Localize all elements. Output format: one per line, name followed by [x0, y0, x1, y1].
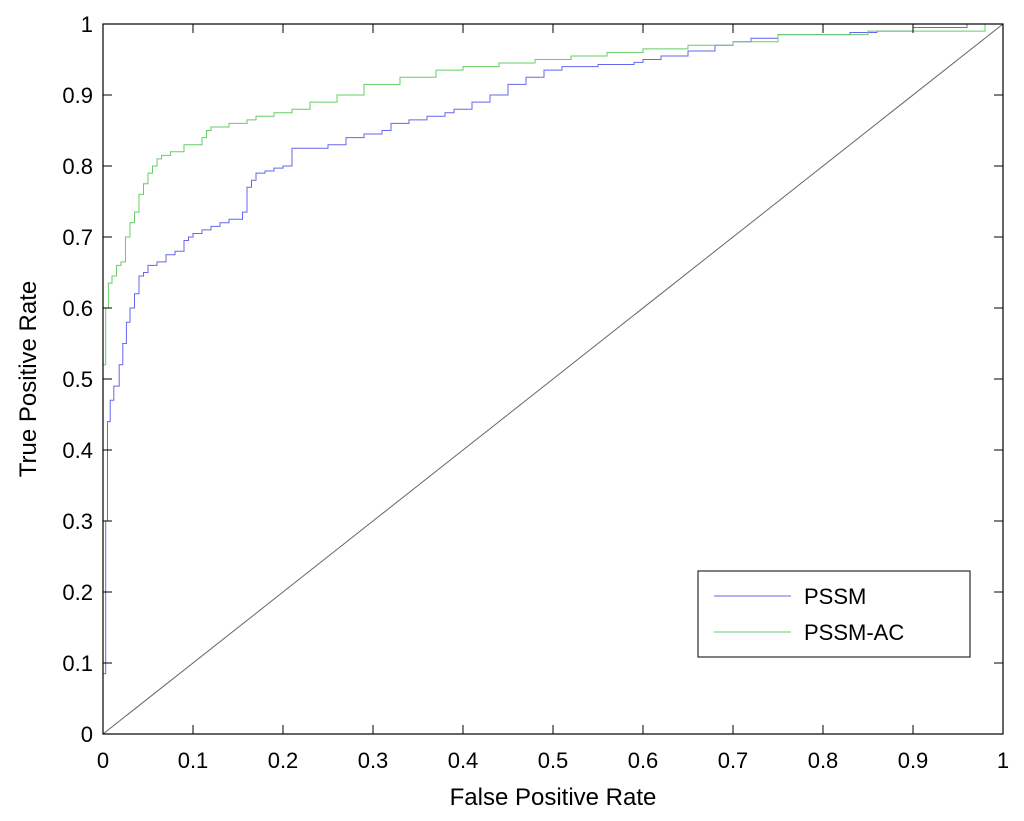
x-tick-label: 0.5	[538, 748, 569, 773]
y-tick-label: 0.2	[62, 580, 93, 605]
y-tick-label: 0.6	[62, 296, 93, 321]
series-line-pssm	[102, 23, 1003, 734]
y-tick-label: 0.7	[62, 225, 93, 250]
y-tick-label: 1	[81, 12, 93, 37]
y-tick-label: 0.4	[62, 438, 93, 463]
series-line-pssm-ac	[102, 23, 1003, 734]
y-tick-labels: 0 0.1 0.2 0.3 0.4 0.5 0.6 0.7 0.8 0.9 1	[62, 12, 93, 747]
y-tick-label: 0.8	[62, 154, 93, 179]
x-tick-label: 0.9	[898, 748, 929, 773]
y-tick-label: 0.1	[62, 651, 93, 676]
x-axis-title: False Positive Rate	[450, 784, 657, 811]
x-tick-labels: 0 0.1 0.2 0.3 0.4 0.5 0.6 0.7 0.8 0.9 1	[97, 748, 1009, 773]
legend-label-pssm-ac: PSSM-AC	[804, 620, 904, 645]
legend-label-pssm: PSSM	[804, 584, 866, 609]
x-tick-label: 0.8	[808, 748, 839, 773]
legend: PSSM PSSM-AC	[697, 570, 971, 658]
x-tick-label: 0.2	[268, 748, 299, 773]
y-axis-title: True Positive Rate	[15, 281, 42, 478]
diagonal-reference-line	[102, 23, 1004, 735]
x-tick-label: 0.6	[628, 748, 659, 773]
y-tick-label: 0.9	[62, 83, 93, 108]
y-tick-label: 0.3	[62, 509, 93, 534]
x-tick-label: 0	[97, 748, 109, 773]
series-layer	[102, 23, 1004, 735]
x-tick-label: 1	[997, 748, 1009, 773]
y-tick-label: 0.5	[62, 367, 93, 392]
legend-box	[697, 570, 971, 658]
x-tick-label: 0.3	[358, 748, 389, 773]
x-tick-label: 0.1	[178, 748, 209, 773]
plot-frame	[102, 23, 1004, 735]
y-tick-label: 0	[81, 722, 93, 747]
x-tick-label: 0.4	[448, 748, 479, 773]
ticks-layer	[102, 23, 1004, 735]
x-tick-label: 0.7	[718, 748, 749, 773]
